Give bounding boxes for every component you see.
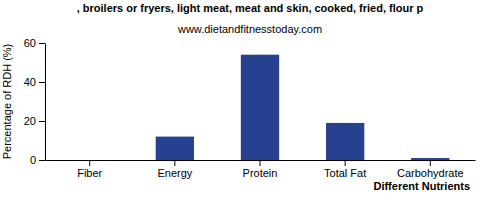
y-tick-label: 20 bbox=[24, 115, 36, 127]
x-axis: Fiber Energy Protein Total Fat Carbohydrate bbox=[46, 160, 476, 179]
y-tick-mark bbox=[39, 160, 45, 161]
x-tick: Energy bbox=[157, 160, 192, 179]
subtitle: www.dietandfitnesstoday.com bbox=[177, 23, 322, 35]
y-axis: 0 20 40 60 bbox=[24, 37, 46, 166]
y-tick-mark bbox=[39, 121, 45, 122]
x-tick-label: Total Fat bbox=[324, 167, 366, 179]
bar bbox=[71, 160, 109, 161]
bar bbox=[326, 123, 364, 160]
title: , broilers or fryers, light meat, meat a… bbox=[77, 2, 424, 14]
x-tick-mark bbox=[345, 160, 346, 166]
y-tick-mark bbox=[39, 82, 45, 83]
x-tick-label: Fiber bbox=[77, 167, 102, 179]
y-tick-label: 40 bbox=[24, 76, 36, 88]
y-tick: 20 bbox=[24, 115, 45, 127]
x-tick-label: Energy bbox=[157, 167, 192, 179]
y-axis-line bbox=[45, 44, 46, 161]
bar bbox=[411, 158, 449, 160]
x-axis-title: Different Nutrients bbox=[373, 180, 470, 192]
y-tick-mark bbox=[39, 43, 45, 44]
plot: 0 20 40 60 Fiber Energy Protein Total Fat Carboh… bbox=[24, 37, 476, 179]
x-tick-mark bbox=[174, 160, 175, 166]
y-tick-label: 60 bbox=[24, 37, 36, 49]
bar bbox=[241, 55, 279, 160]
y-axis-title: Percentage of RDH (%) bbox=[1, 44, 13, 160]
bar bbox=[156, 137, 194, 160]
x-tick-label: Carbohydrate bbox=[397, 167, 464, 179]
y-tick: 0 bbox=[30, 154, 45, 166]
x-tick: Fiber bbox=[77, 160, 102, 179]
y-tick: 60 bbox=[24, 37, 45, 49]
x-tick: Total Fat bbox=[324, 160, 366, 179]
x-tick: Carbohydrate bbox=[397, 160, 464, 179]
x-tick-label: Protein bbox=[243, 167, 278, 179]
chart: 0 20 40 60 Fiber Energy Protein Total Fat Carboh… bbox=[0, 0, 500, 200]
x-tick-mark bbox=[430, 160, 431, 166]
x-tick-mark bbox=[260, 160, 261, 166]
bars bbox=[156, 55, 450, 160]
x-tick: Protein bbox=[243, 160, 278, 179]
y-tick-label: 0 bbox=[30, 154, 36, 166]
y-tick: 40 bbox=[24, 76, 45, 88]
x-tick-mark bbox=[89, 160, 90, 166]
